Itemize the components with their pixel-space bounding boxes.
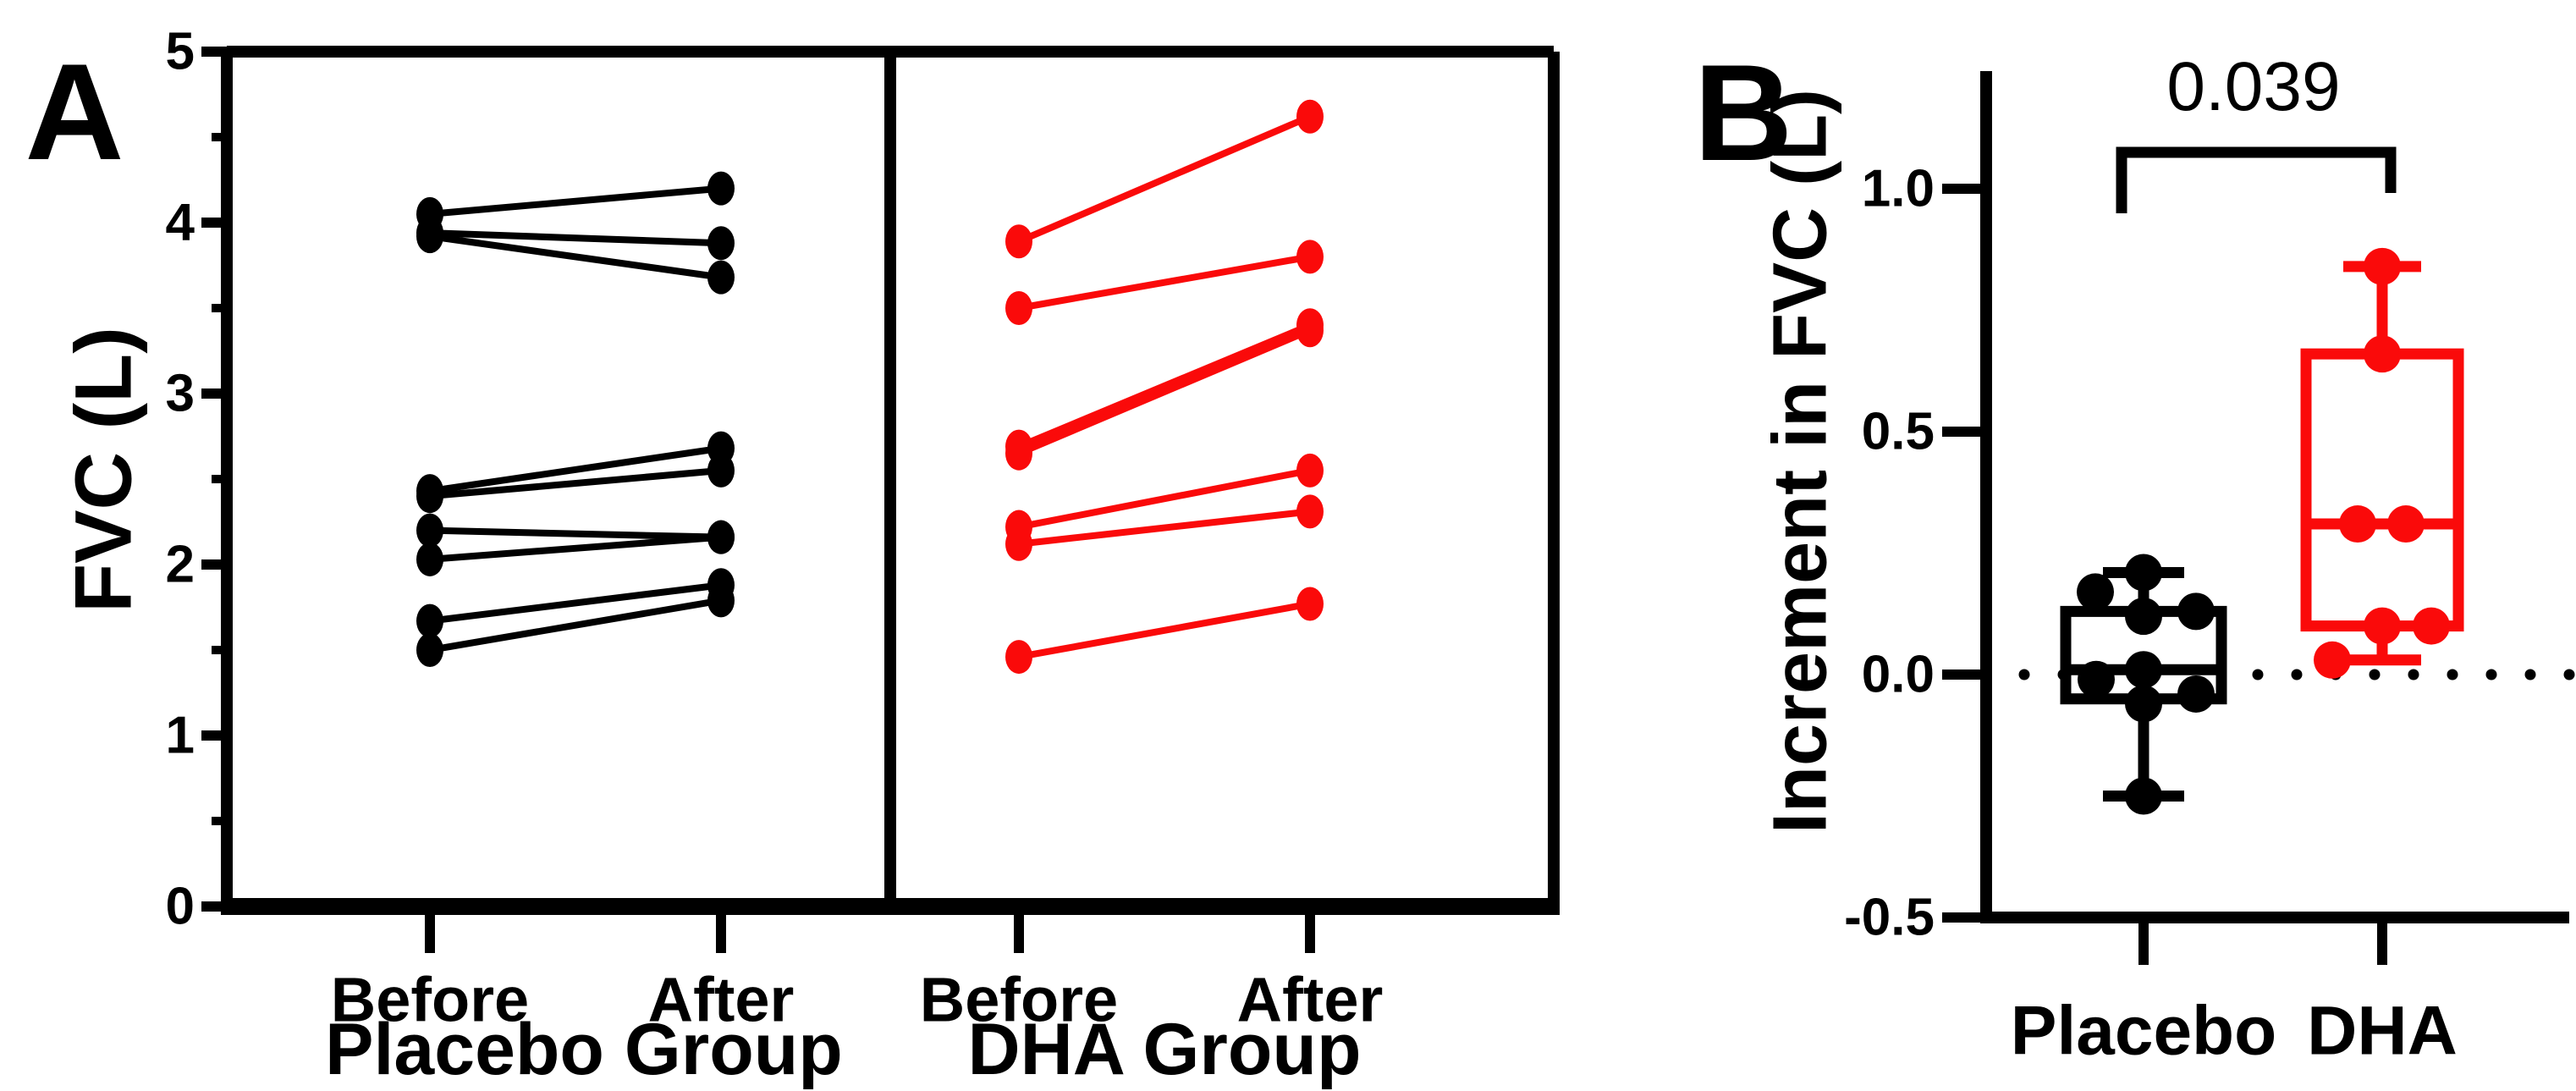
data-point-after xyxy=(1296,587,1324,621)
data-point-after xyxy=(1296,240,1324,274)
increment-data-point xyxy=(2364,335,2401,373)
panel-a-y-tick-label: 1 xyxy=(166,707,195,765)
data-point-after xyxy=(1296,494,1324,529)
panel-b-y-tick-label: 1.0 xyxy=(1862,160,1935,218)
increment-data-point xyxy=(2364,607,2401,645)
pair-line xyxy=(1018,466,1311,531)
increment-data-point xyxy=(2125,651,2162,689)
pair-line xyxy=(429,233,722,281)
increment-data-point xyxy=(2125,777,2162,815)
increment-data-point xyxy=(2125,598,2162,636)
pair-line xyxy=(1018,253,1311,311)
pair-line xyxy=(1017,113,1312,245)
increment-data-point xyxy=(2177,592,2215,631)
pair-line xyxy=(429,533,722,563)
iqr-box xyxy=(2300,348,2464,632)
data-point-before xyxy=(416,219,443,254)
data-point-after xyxy=(707,226,735,261)
pair-line xyxy=(429,229,722,247)
panel-b: 1.0 0.5 0.0 -0.5 Placebo DHA xyxy=(1844,71,2576,1070)
panel-a-y-tick-label: 0 xyxy=(166,878,195,936)
pair-line xyxy=(1018,508,1311,548)
pair-line xyxy=(1017,322,1312,450)
increment-data-point xyxy=(2078,660,2115,698)
data-point-after xyxy=(1296,453,1324,488)
data-point-after xyxy=(707,453,735,488)
data-point-before xyxy=(1005,526,1032,561)
data-point-after xyxy=(707,520,735,554)
increment-data-point xyxy=(2177,675,2215,713)
data-point-after xyxy=(707,171,735,206)
panel-b-y-axis-title: Increment in FVC (L) xyxy=(1758,88,1843,835)
pair-line xyxy=(1018,600,1311,661)
panel-a-category-label: Before xyxy=(331,965,529,1035)
pair-line xyxy=(429,581,722,625)
panel-b-y-tick-label: 0.0 xyxy=(1862,646,1935,704)
panel-b-y-tick-label: -0.5 xyxy=(1844,889,1935,947)
series-placebo xyxy=(416,171,735,667)
data-point-before xyxy=(1005,436,1032,471)
panel-b-category-label: DHA xyxy=(2307,993,2458,1070)
panel-a-group-label: Placebo Group xyxy=(325,1009,843,1090)
increment-data-point xyxy=(2413,607,2450,645)
pair-line xyxy=(429,185,722,218)
increment-data-point xyxy=(2339,505,2376,543)
data-point-after xyxy=(1296,99,1324,134)
panel-a-y-tick-label: 5 xyxy=(166,23,195,81)
pair-line xyxy=(429,466,722,500)
panel-a-letter: A xyxy=(25,36,124,189)
panel-a-category-label: Before xyxy=(920,965,1118,1035)
data-point-before xyxy=(1005,224,1032,259)
increment-data-point xyxy=(2364,247,2401,285)
increment-data-point xyxy=(2387,505,2425,543)
pair-line xyxy=(1017,327,1312,457)
significance-bracket xyxy=(2116,146,2397,213)
increment-data-point xyxy=(2077,573,2114,611)
panel-a-category-label: After xyxy=(648,965,795,1035)
panel-a-y-axis-title: FVC (L) xyxy=(58,327,149,613)
panel-b-y-tick-label: 0.5 xyxy=(1862,403,1935,461)
pair-line xyxy=(429,444,722,495)
increment-data-point xyxy=(2314,641,2351,679)
panel-a-group-label: DHA Group xyxy=(968,1009,1362,1090)
box-plot-placebo xyxy=(2060,554,2227,815)
data-point-after xyxy=(707,583,735,618)
pair-line xyxy=(429,526,722,541)
data-point-before xyxy=(1005,291,1032,325)
increment-data-point xyxy=(2125,554,2162,592)
p-value-label: 0.039 xyxy=(2166,48,2341,125)
data-point-before xyxy=(416,542,443,576)
data-point-before xyxy=(416,513,443,548)
panel-a-y-tick-label: 4 xyxy=(166,194,195,252)
data-point-after xyxy=(707,260,735,295)
series-dha xyxy=(1005,99,1324,675)
panel-a-category-label: After xyxy=(1237,965,1384,1035)
panel-a-y-tick-label: 2 xyxy=(166,536,195,594)
data-point-before xyxy=(1005,640,1032,675)
panel-b-letter: B xyxy=(1693,36,1793,190)
box-plot-dha xyxy=(2300,247,2464,679)
pair-line xyxy=(429,597,722,653)
data-point-before xyxy=(416,633,443,667)
increment-data-point xyxy=(2125,685,2162,723)
data-point-after xyxy=(1296,313,1324,348)
panel-b-category-label: Placebo xyxy=(2011,993,2276,1070)
panel-a-y-tick-label: 3 xyxy=(166,365,195,423)
data-point-before xyxy=(416,479,443,514)
data-point-before xyxy=(416,603,443,638)
